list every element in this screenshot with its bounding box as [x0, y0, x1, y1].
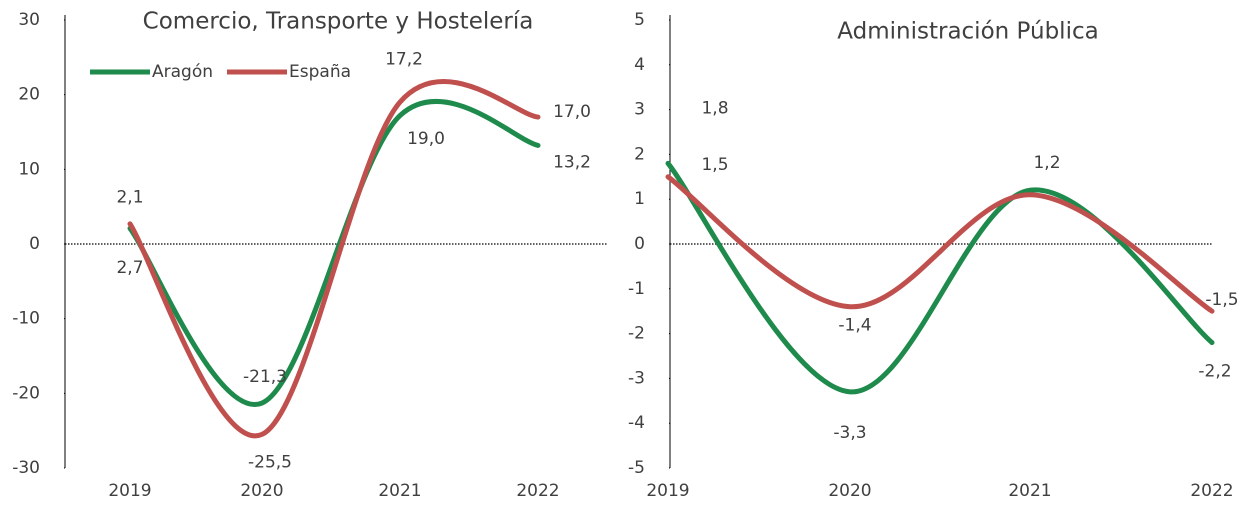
data-label: -21,3 — [243, 367, 287, 387]
y-tick-label: 1 — [634, 189, 645, 209]
data-label: -2,2 — [1198, 362, 1231, 382]
y-tick-label: 3 — [634, 100, 645, 120]
y-tick-label: 30 — [18, 10, 40, 30]
data-label: 19,0 — [407, 129, 445, 149]
data-label: 2,1 — [116, 187, 143, 207]
x-tick-label: 2021 — [1008, 481, 1051, 501]
chart-title: Administración Pública — [837, 19, 1098, 45]
y-tick-label: -20 — [12, 383, 40, 403]
y-tick-label: 2 — [634, 144, 645, 164]
y-tick-label: 4 — [634, 55, 645, 75]
legend-label: Aragón — [152, 62, 213, 82]
y-tick-label: 0 — [29, 234, 40, 254]
x-tick-label: 2020 — [828, 481, 871, 501]
data-label: 1,2 — [1033, 153, 1060, 173]
x-tick-label: 2021 — [378, 481, 421, 501]
series-line — [665, 160, 1215, 395]
data-label: -1,4 — [838, 316, 871, 336]
y-tick-label: -30 — [12, 458, 40, 478]
chart-title: Comercio, Transporte y Hostelería — [143, 9, 534, 35]
data-label: 2,7 — [116, 258, 143, 278]
data-label: -1,5 — [1205, 290, 1238, 310]
x-tick-label: 2019 — [108, 481, 151, 501]
series-line — [127, 79, 541, 439]
x-tick-label: 2022 — [516, 481, 559, 501]
y-tick-label: -2 — [628, 324, 645, 344]
y-tick-label: -3 — [628, 368, 645, 388]
y-tick-label: 5 — [634, 10, 645, 30]
y-tick-label: -1 — [628, 279, 645, 299]
data-label: 1,8 — [701, 98, 728, 118]
series-line — [127, 99, 541, 407]
data-label: -3,3 — [833, 423, 866, 443]
x-tick-label: 2022 — [1190, 481, 1233, 501]
data-label: 17,2 — [385, 50, 423, 70]
x-tick-label: 2020 — [240, 481, 283, 501]
y-tick-label: 20 — [18, 85, 40, 105]
y-tick-label: 10 — [18, 159, 40, 179]
y-tick-label: -10 — [12, 309, 40, 329]
y-tick-label: -4 — [628, 413, 645, 433]
data-label: 1,5 — [701, 155, 728, 175]
legend-label: España — [289, 62, 351, 82]
data-label: 17,0 — [553, 102, 591, 122]
y-tick-label: -5 — [628, 458, 645, 478]
data-label: 13,2 — [553, 152, 591, 172]
series-line — [665, 174, 1215, 314]
x-tick-label: 2019 — [646, 481, 689, 501]
data-label: -25,5 — [248, 452, 292, 472]
y-tick-label: 0 — [634, 234, 645, 254]
